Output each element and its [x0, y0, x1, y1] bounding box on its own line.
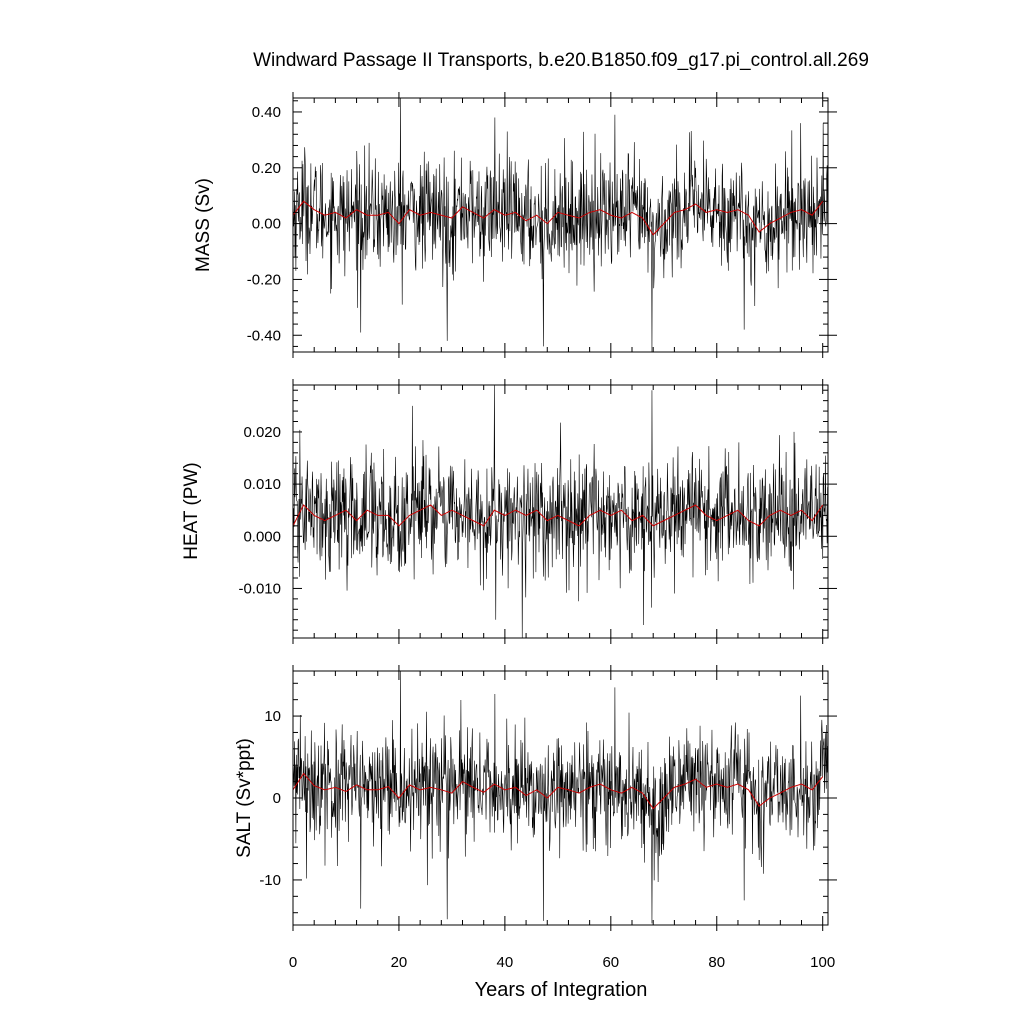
- heat-y-tick-label: 0.000: [243, 528, 281, 545]
- salt-x-tick-label: 20: [391, 954, 408, 971]
- mass-y-tick-label: -0.20: [247, 271, 281, 288]
- salt-smoothed-series-line: [293, 772, 824, 810]
- heat-panel: HEAT (PW) -0.010 0.000 0.010 0.020: [181, 379, 837, 644]
- chart-title: Windward Passage II Transports, b.e20.B1…: [253, 50, 869, 71]
- salt-x-tick-label: 0: [289, 954, 297, 971]
- mass-y-axis-label: MASS (Sv): [193, 178, 214, 272]
- mass-y-tick-label: 0.20: [252, 160, 281, 177]
- salt-x-tick-label: 80: [708, 954, 725, 971]
- mass-y-tick-label: -0.40: [247, 327, 281, 344]
- heat-y-axis-label: HEAT (PW): [181, 462, 202, 559]
- salt-y-tick-label: 0: [273, 790, 281, 807]
- heat-monthly-series-line: [293, 385, 828, 638]
- salt-y-tick-label: 10: [264, 708, 281, 725]
- heat-smoothed-series-line: [293, 504, 824, 527]
- heat-y-tick-label: 0.010: [243, 476, 281, 493]
- salt-y-axis-label: SALT (Sv*ppt): [234, 738, 255, 858]
- mass-monthly-series-line: [293, 98, 828, 352]
- salt-x-tick-label: 100: [810, 954, 835, 971]
- mass-y-tick-label: 0.40: [252, 104, 281, 121]
- salt-monthly-series-line: [293, 671, 828, 924]
- heat-y-tick-label: 0.020: [243, 424, 281, 441]
- salt-x-tick-label: 60: [602, 954, 619, 971]
- x-axis-label: Years of Integration: [475, 979, 648, 1001]
- salt-x-tick-label: 40: [497, 954, 514, 971]
- heat-plot-frame: [292, 384, 829, 639]
- heat-y-tick-label: -0.010: [238, 580, 281, 597]
- mass-smoothed-series-line: [293, 200, 824, 236]
- mass-panel: MASS (Sv) -0.40 -0.20 0.00 0.20 0.40: [193, 92, 837, 358]
- salt-y-tick-label: -10: [259, 872, 281, 889]
- mass-y-tick-label: 0.00: [252, 216, 281, 233]
- mass-plot-frame: [292, 97, 829, 353]
